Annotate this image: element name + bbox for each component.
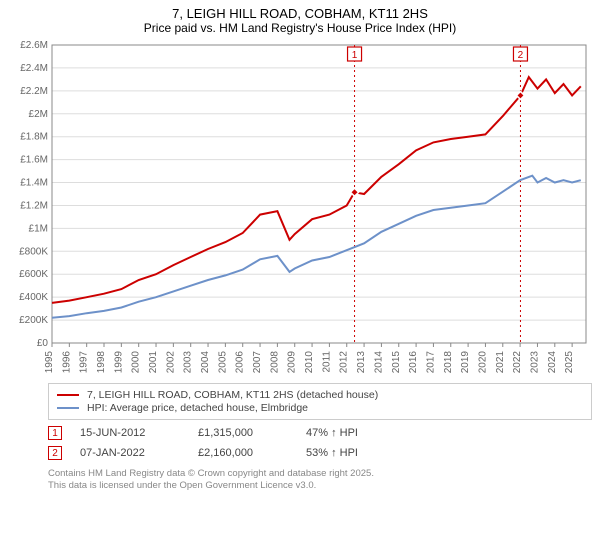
sale-marker-box: 1 [48,426,62,440]
svg-text:2005: 2005 [217,351,228,374]
legend-label-hpi: HPI: Average price, detached house, Elmb… [87,402,308,414]
sale-price: £1,315,000 [198,427,288,439]
svg-text:2001: 2001 [148,351,159,374]
sale-price: £2,160,000 [198,447,288,459]
svg-text:2016: 2016 [408,351,419,374]
svg-text:2000: 2000 [131,351,142,374]
svg-text:£2.2M: £2.2M [20,86,48,97]
svg-text:£2.4M: £2.4M [20,63,48,74]
svg-text:£800K: £800K [19,246,48,257]
svg-text:2007: 2007 [252,351,263,374]
legend-swatch-subject [57,394,79,396]
svg-text:2015: 2015 [391,351,402,374]
svg-text:2017: 2017 [425,351,436,374]
svg-text:2010: 2010 [304,351,315,374]
svg-text:1998: 1998 [96,351,107,374]
svg-text:2004: 2004 [200,351,211,374]
title-line-1: 7, LEIGH HILL ROAD, COBHAM, KT11 2HS [0,6,600,21]
svg-text:£2M: £2M [29,109,48,120]
legend-label-subject: 7, LEIGH HILL ROAD, COBHAM, KT11 2HS (de… [87,389,378,401]
svg-text:£0: £0 [37,338,49,349]
svg-text:1999: 1999 [113,351,124,374]
svg-text:2003: 2003 [183,351,194,374]
svg-text:2014: 2014 [373,351,384,374]
svg-text:1996: 1996 [61,351,72,374]
svg-text:2025: 2025 [564,351,575,374]
svg-text:2021: 2021 [495,351,506,374]
chart-title-block: 7, LEIGH HILL ROAD, COBHAM, KT11 2HS Pri… [0,0,600,37]
svg-text:2013: 2013 [356,351,367,374]
sale-hpi-delta: 53% ↑ HPI [306,447,396,459]
svg-text:£1M: £1M [29,223,48,234]
svg-text:2008: 2008 [269,351,280,374]
svg-text:2009: 2009 [287,351,298,374]
svg-text:2024: 2024 [547,351,558,374]
footer-line-1: Contains HM Land Registry data © Crown c… [48,468,592,480]
svg-text:£400K: £400K [19,292,48,303]
footer-line-2: This data is licensed under the Open Gov… [48,480,592,492]
price-hpi-chart: £0 £200K £400K £600K £800K £1M £1.2M £1.4M £1.6M… [8,39,592,379]
attribution-footer: Contains HM Land Registry data © Crown c… [48,468,592,493]
svg-text:2012: 2012 [339,351,350,374]
legend-row-hpi: HPI: Average price, detached house, Elmb… [57,402,583,414]
svg-text:£1.8M: £1.8M [20,132,48,143]
svg-text:1: 1 [352,50,358,61]
svg-text:£200K: £200K [19,315,48,326]
svg-text:2006: 2006 [235,351,246,374]
legend-row-subject: 7, LEIGH HILL ROAD, COBHAM, KT11 2HS (de… [57,389,583,401]
svg-text:£1.2M: £1.2M [20,200,48,211]
title-line-2: Price paid vs. HM Land Registry's House … [0,21,600,35]
svg-text:£1.4M: £1.4M [20,178,48,189]
sale-date: 15-JUN-2012 [80,427,180,439]
sale-record-row: 2 07-JAN-2022 £2,160,000 53% ↑ HPI [48,446,592,460]
legend: 7, LEIGH HILL ROAD, COBHAM, KT11 2HS (de… [48,383,592,420]
svg-text:1995: 1995 [44,351,55,374]
sale-date: 07-JAN-2022 [80,447,180,459]
sale-record-row: 1 15-JUN-2012 £1,315,000 47% ↑ HPI [48,426,592,440]
sale-records: 1 15-JUN-2012 £1,315,000 47% ↑ HPI 2 07-JAN-2… [0,426,600,460]
svg-text:2023: 2023 [529,351,540,374]
svg-text:1997: 1997 [79,351,90,374]
sale-marker-box: 2 [48,446,62,460]
svg-text:2: 2 [518,50,524,61]
svg-text:2019: 2019 [460,351,471,374]
svg-text:2020: 2020 [477,351,488,374]
legend-swatch-hpi [57,407,79,409]
chart-container: £0 £200K £400K £600K £800K £1M £1.2M £1.4M £1.6M… [8,39,592,379]
svg-text:£600K: £600K [19,269,48,280]
svg-text:2011: 2011 [321,351,332,373]
svg-text:£2.6M: £2.6M [20,40,48,51]
svg-text:£1.6M: £1.6M [20,155,48,166]
sale-hpi-delta: 47% ↑ HPI [306,427,396,439]
svg-text:2022: 2022 [512,351,523,374]
svg-text:2018: 2018 [443,351,454,374]
svg-text:2002: 2002 [165,351,176,374]
